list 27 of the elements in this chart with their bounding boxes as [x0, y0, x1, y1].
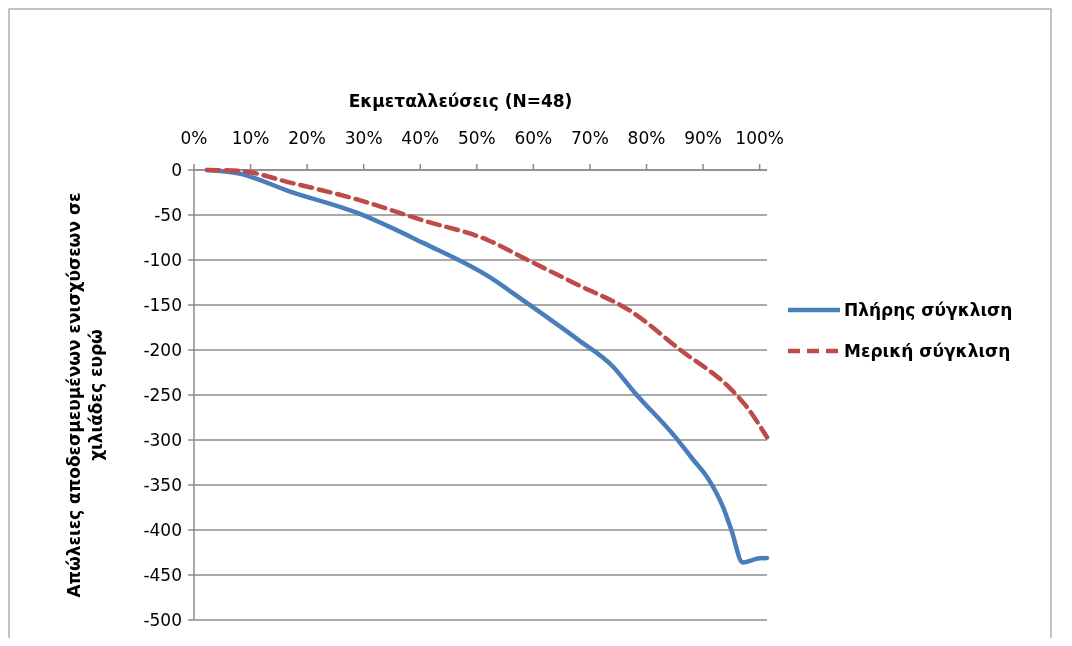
x-tick-label: 100%	[735, 128, 784, 148]
y-axis-title: Απώλειες αποδεσμευμένων ενισχύσεων σε χιλιάδες ευρώ	[64, 192, 106, 598]
y-tick-label: -150	[143, 295, 182, 315]
x-tick-label: 40%	[401, 128, 440, 148]
x-tick-label: 0%	[180, 128, 208, 148]
y-tick-label: -450	[143, 565, 182, 585]
y-tick-label: -200	[143, 340, 182, 360]
y-tick-label: 0	[171, 160, 182, 180]
x-tick-label: 20%	[288, 128, 327, 148]
legend-label: Μερική σύγκλιση	[844, 341, 1011, 361]
y-tick-label: -50	[154, 205, 182, 225]
x-tick-label: 70%	[571, 128, 609, 148]
y-tick-label: -350	[143, 475, 182, 495]
x-axis-title: Εκμεταλλεύσεις (N=48)	[348, 91, 573, 111]
y-tick-label: -300	[143, 430, 182, 450]
y-tick-label: -100	[143, 250, 182, 270]
x-tick-label: 90%	[684, 128, 722, 148]
x-tick-label: 10%	[231, 128, 270, 148]
x-tick-label: 30%	[344, 128, 383, 148]
y-tick-label: -400	[143, 520, 182, 540]
x-tick-label: 80%	[627, 128, 666, 148]
y-tick-label: -250	[143, 385, 182, 405]
x-tick-label: 60%	[514, 128, 553, 148]
x-tick-label: 50%	[457, 128, 496, 148]
legend-label: Πλήρης σύγκλιση	[844, 300, 1013, 320]
y-tick-label: -500	[143, 610, 182, 630]
line-series	[204, 167, 770, 440]
